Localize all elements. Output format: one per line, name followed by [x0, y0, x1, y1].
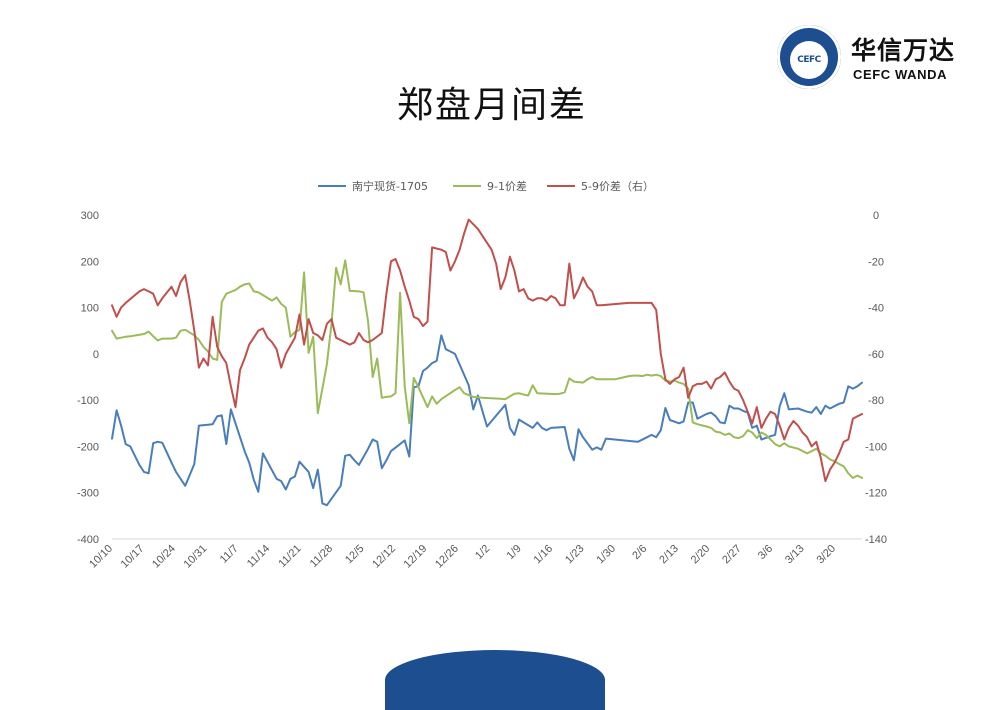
x-tick-label: 10/10: [87, 543, 115, 571]
series-line-2: [111, 259, 863, 479]
y-right-tick-label: -100: [865, 441, 887, 453]
logo-chinese-name: 华信万达: [851, 36, 956, 65]
y-right-tick-label: -60: [868, 349, 884, 361]
legend-label: 9-1价差: [487, 179, 527, 193]
y-right-tick-label: -80: [868, 395, 884, 407]
x-tick-label: 1/9: [504, 543, 523, 562]
y-right-tick-label: -140: [865, 534, 887, 546]
page-title: 郑盘月间差: [396, 85, 587, 126]
series-line-1: [111, 334, 863, 507]
x-tick-label: 11/21: [276, 543, 303, 570]
logo-english-name: CEFC WANDA: [853, 67, 948, 82]
x-tick-label: 2/6: [630, 543, 649, 562]
x-tick-label: 12/12: [370, 543, 398, 571]
series-line-3: [111, 218, 863, 483]
x-tick-label: 3/20: [814, 543, 838, 567]
legend-label: 南宁现货-1705: [352, 179, 428, 193]
y-left-tick-label: -400: [77, 534, 99, 546]
y-right-tick-label: 0: [873, 210, 879, 222]
y-left-tick-label: -100: [77, 395, 99, 407]
x-tick-label: 11/14: [245, 543, 272, 570]
x-tick-label: 10/24: [150, 543, 178, 571]
y-right-tick-label: -40: [868, 303, 884, 315]
spread-line-chart: 300 200 100 0 -100 -200 -300 -400 0 -20 -40 -60 -80 -…: [77, 179, 887, 571]
legend-label: 5-9价差（右）: [581, 179, 654, 193]
y-right-tick-label: -120: [865, 488, 887, 500]
x-tick-label: 3/6: [756, 543, 775, 562]
y-right-tick-label: -20: [868, 256, 884, 268]
x-tick-label: 3/13: [783, 543, 807, 567]
y-left-tick-label: -300: [77, 488, 99, 500]
x-tick-label: 10/31: [181, 543, 209, 571]
y-left-tick-label: 300: [81, 210, 99, 222]
y-left-tick-label: -200: [77, 441, 99, 453]
x-tick-label: 1/16: [532, 543, 556, 567]
logo-emblem-text: CEFC: [797, 55, 821, 65]
x-tick-label: 2/27: [720, 543, 744, 567]
company-logo: CEFC 华信万达 CEFC WANDA: [777, 22, 977, 92]
x-tick-label: 12/19: [402, 543, 430, 571]
y-left-tick-label: 100: [81, 303, 99, 315]
x-tick-label: 2/20: [689, 543, 713, 567]
x-tick-label: 1/30: [594, 543, 618, 567]
footer-decoration: [385, 650, 605, 710]
x-tick-label: 10/17: [119, 543, 147, 571]
x-tick-label: 11/28: [308, 543, 335, 570]
x-tick-label: 12/26: [433, 543, 461, 571]
y-left-tick-label: 200: [81, 256, 99, 268]
logo-emblem-icon: CEFC: [777, 25, 841, 89]
x-tick-label: 2/13: [657, 543, 681, 567]
y-left-tick-label: 0: [93, 349, 99, 361]
x-tick-label: 12/5: [343, 543, 367, 567]
x-tick-label: 1/2: [473, 543, 492, 562]
x-tick-label: 11/7: [218, 543, 241, 566]
x-tick-label: 1/23: [563, 543, 587, 567]
